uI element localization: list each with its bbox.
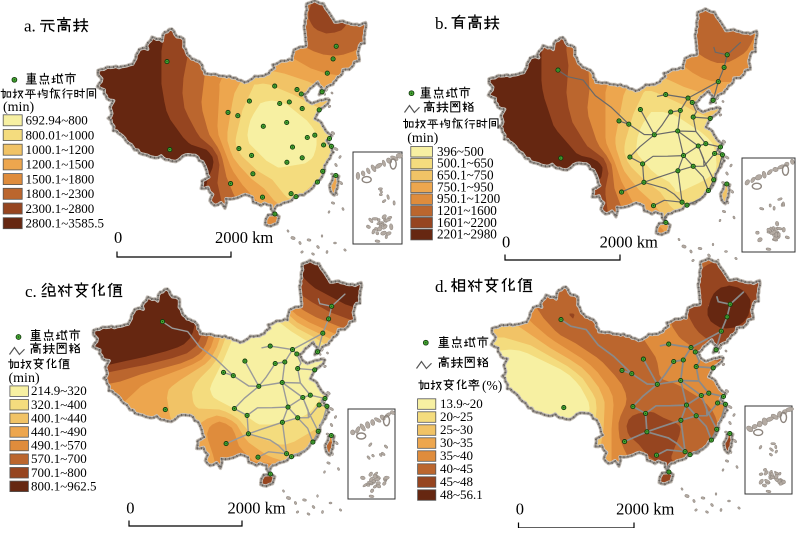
svg-text:40~45: 40~45 (440, 461, 473, 476)
svg-text:(min): (min) (407, 131, 438, 146)
svg-text:35~40: 35~40 (440, 448, 473, 463)
svg-text:950.1~1200: 950.1~1200 (437, 191, 501, 206)
svg-text:800.01~1000: 800.01~1000 (26, 127, 95, 142)
svg-text:(min): (min) (3, 100, 34, 115)
svg-text:214.9~320: 214.9~320 (31, 383, 87, 398)
svg-text:20~25: 20~25 (440, 409, 473, 424)
svg-text:(min): (min) (9, 371, 40, 386)
svg-text:d.: d. (435, 277, 448, 296)
svg-text:1000.1~1200: 1000.1~1200 (26, 142, 95, 157)
svg-text:1200.1~1500: 1200.1~1500 (26, 157, 95, 172)
svg-text:2000 km: 2000 km (228, 499, 286, 518)
svg-text:c.: c. (25, 282, 37, 301)
svg-text:a.: a. (24, 17, 36, 36)
svg-text:2201~2980: 2201~2980 (437, 227, 497, 242)
svg-text:396~500: 396~500 (437, 144, 484, 159)
svg-text:30~35: 30~35 (440, 435, 473, 450)
svg-text:2800.1~3585.5: 2800.1~3585.5 (26, 216, 105, 231)
svg-text:0: 0 (516, 500, 524, 519)
svg-text:48~56.1: 48~56.1 (440, 487, 483, 502)
svg-text:1201~1600: 1201~1600 (437, 203, 497, 218)
svg-text:800.1~962.5: 800.1~962.5 (31, 478, 97, 493)
svg-text:1800.1~2300: 1800.1~2300 (26, 186, 95, 201)
svg-text:0: 0 (502, 233, 510, 252)
svg-text:400.1~440: 400.1~440 (31, 410, 87, 425)
svg-text:700.1~800: 700.1~800 (31, 465, 87, 480)
svg-text:45~48: 45~48 (440, 474, 473, 489)
svg-text:2300.1~2800: 2300.1~2800 (26, 201, 95, 216)
svg-text:b.: b. (435, 14, 448, 33)
svg-text:692.94~800: 692.94~800 (26, 113, 88, 128)
svg-text:1601~2200: 1601~2200 (437, 215, 497, 230)
svg-text:25~30: 25~30 (440, 422, 473, 437)
svg-text:(%): (%) (482, 378, 502, 393)
svg-text:320.1~400: 320.1~400 (31, 397, 87, 412)
svg-text:2000 km: 2000 km (616, 500, 674, 519)
svg-text:500.1~650: 500.1~650 (437, 156, 494, 171)
svg-text:2000 km: 2000 km (600, 233, 658, 252)
svg-text:0: 0 (126, 499, 134, 518)
svg-text:2000 km: 2000 km (215, 228, 273, 247)
svg-text:0: 0 (114, 228, 122, 247)
svg-text:750.1~950: 750.1~950 (437, 179, 494, 194)
svg-text:490.1~570: 490.1~570 (31, 438, 87, 453)
svg-text:570.1~700: 570.1~700 (31, 451, 87, 466)
svg-text:13.9~20: 13.9~20 (440, 396, 483, 411)
svg-text:1500.1~1800: 1500.1~1800 (26, 171, 95, 186)
svg-text:650.1~750: 650.1~750 (437, 167, 494, 182)
svg-text:440.1~490: 440.1~490 (31, 424, 87, 439)
